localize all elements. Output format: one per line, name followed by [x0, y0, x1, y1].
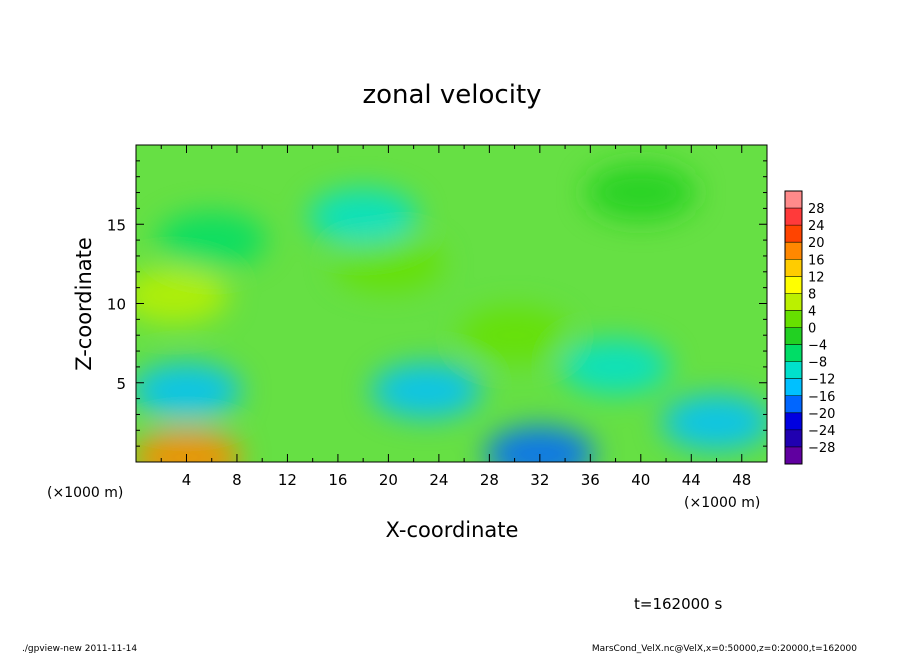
colorbar-label: 8 — [808, 287, 816, 302]
y-tick-label: 15 — [107, 216, 126, 234]
colorbar-label: 28 — [808, 202, 825, 217]
colorbar-label: −16 — [808, 390, 835, 405]
field-feature — [136, 267, 229, 324]
colorbar-swatch — [785, 412, 802, 431]
colorbar-label: 12 — [808, 270, 825, 285]
field-feature — [308, 188, 419, 245]
colorbar-label: 16 — [808, 253, 825, 268]
colorbar-swatch — [785, 446, 802, 465]
footer-left: ./gpview-new 2011-11-14 — [22, 644, 137, 654]
field-feature — [333, 235, 444, 292]
y-tick-label: 10 — [107, 296, 126, 314]
x-tick-label: 40 — [631, 471, 650, 489]
colorbar-swatch — [785, 310, 802, 328]
field-feature — [661, 394, 767, 451]
x-tick-label: 8 — [232, 471, 242, 489]
x-tick-label: 48 — [732, 471, 751, 489]
x-tick-label: 32 — [530, 471, 549, 489]
colorbar-label: −8 — [808, 356, 827, 371]
field-feature — [136, 429, 242, 462]
colorbar-swatch — [785, 327, 802, 346]
colorbar-swatch — [785, 378, 802, 397]
colorbar: 28 24 20 16 12 8 4 0 −4 −8 −12 −16 −20 −24 −28 — [784, 190, 835, 465]
x-tick-label: 36 — [581, 471, 600, 489]
colorbar-swatch — [785, 293, 802, 311]
colorbar-swatch — [785, 276, 802, 294]
y-tick-label: 5 — [116, 375, 126, 393]
colorbar-swatch — [785, 225, 802, 243]
colorbar-swatch — [785, 361, 802, 380]
x-tick-label: 16 — [328, 471, 347, 489]
colorbar-label: −20 — [808, 407, 835, 422]
colorbar-label: 4 — [808, 304, 816, 319]
x-tick-label: 4 — [182, 471, 192, 489]
y-axis-label: Z-coordinate — [72, 237, 96, 371]
colorbar-label: −4 — [808, 339, 827, 354]
colorbar-label: −28 — [808, 441, 835, 456]
colorbar-label: −12 — [808, 373, 835, 388]
x-tick-label: 28 — [480, 471, 499, 489]
colorbar-swatch — [785, 191, 802, 209]
x-unit-right: (×1000 m) — [684, 495, 760, 511]
field-feature — [484, 426, 595, 462]
field-feature — [560, 338, 671, 395]
colorbar-swatch — [785, 344, 802, 363]
colorbar-swatch — [785, 395, 802, 414]
x-tick-label: 24 — [429, 471, 448, 489]
field-feature — [459, 307, 570, 364]
x-tick-label: 12 — [278, 471, 297, 489]
colorbar-swatch — [785, 242, 802, 260]
x-tick-label: 44 — [682, 471, 701, 489]
x-axis-label: X-coordinate — [386, 518, 519, 542]
colorbar-swatch — [785, 429, 802, 448]
chart-title: zonal velocity — [362, 80, 541, 110]
colorbar-swatch — [785, 259, 802, 277]
colorbar-swatch — [785, 208, 802, 226]
footer-right: MarsCond_VelX.nc@VelX,x=0:50000,z=0:2000… — [592, 644, 857, 654]
colorbar-label: 0 — [808, 322, 816, 337]
field-feature — [156, 212, 267, 269]
x-unit-left: (×1000 m) — [47, 485, 123, 501]
colorbar-label: −24 — [808, 424, 835, 439]
x-tick-label: 20 — [379, 471, 398, 489]
field-feature — [585, 164, 696, 221]
colorbar-label: 24 — [808, 219, 825, 234]
time-label: t=162000 s — [634, 595, 722, 613]
field-feature — [371, 362, 482, 419]
field-feature — [136, 362, 242, 419]
colorbar-label: 20 — [808, 236, 825, 251]
